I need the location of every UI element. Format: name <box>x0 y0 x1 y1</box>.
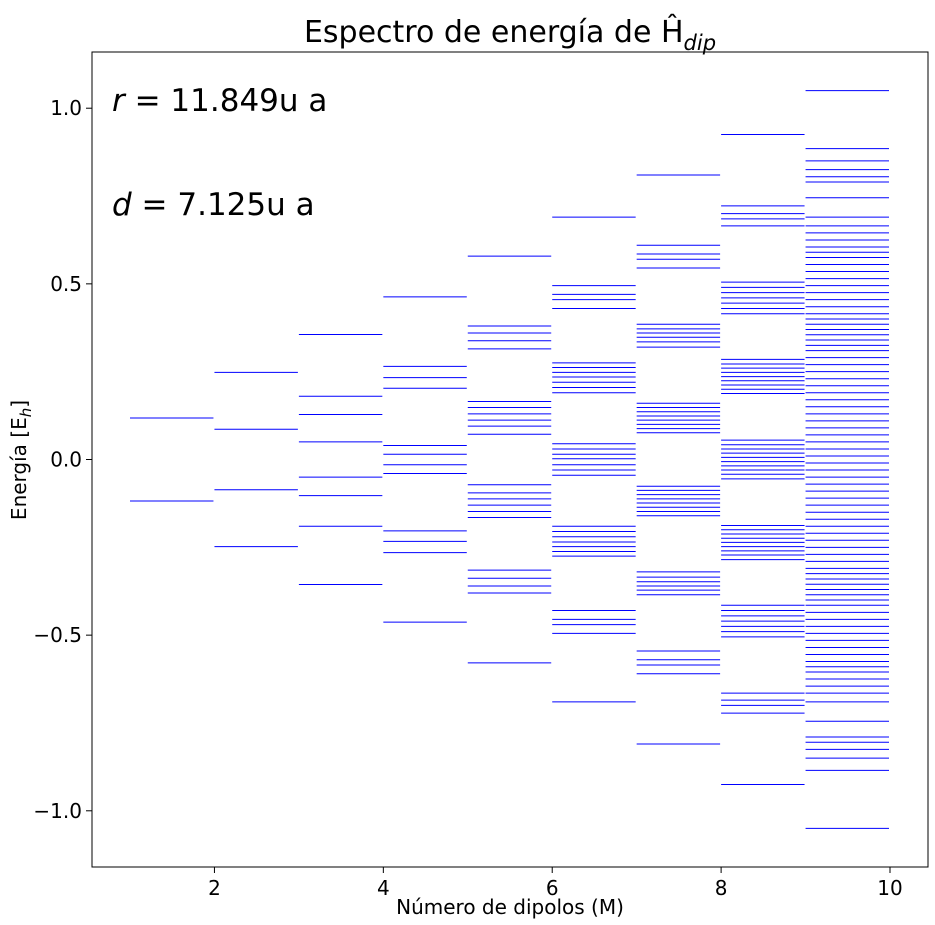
chart-title-text: Espectro de energía de Ĥ <box>304 14 684 50</box>
annotation-d-value: = 7.125u a <box>132 187 315 223</box>
y-axis-label: Energía [Eh] <box>7 400 35 520</box>
x-axis-ticks: 2 4 6 8 10 <box>208 867 903 900</box>
x-axis-label: Número de dipolos (M) <box>396 895 624 919</box>
y-tick-label: −1.0 <box>33 799 82 823</box>
y-tick-label: 0.0 <box>50 448 82 472</box>
plot-area <box>91 51 929 868</box>
energy-levels <box>130 90 889 829</box>
annotation-r-symbol: r <box>112 83 127 119</box>
chart-title-subscript: dip <box>684 31 717 55</box>
x-tick-label: 6 <box>546 876 559 900</box>
chart-title: Espectro de energía de Ĥdip <box>304 14 716 55</box>
annotation-d-symbol: d <box>112 187 132 223</box>
y-axis-ticks: −1.0 −0.5 0.0 0.5 1.0 <box>33 96 92 823</box>
x-tick-label: 8 <box>715 876 728 900</box>
y-axis-label-suffix: ] <box>7 400 31 408</box>
annotation-d: d = 7.125u a <box>112 187 315 223</box>
y-axis-label-text: Energía [E <box>7 417 31 520</box>
x-tick-label: 2 <box>208 876 221 900</box>
x-tick-label: 4 <box>377 876 390 900</box>
y-tick-label: 0.5 <box>50 272 82 296</box>
y-tick-label: 1.0 <box>50 96 82 120</box>
y-axis-label-subscript: h <box>17 408 35 418</box>
annotation-r-value: = 11.849u a <box>125 83 328 119</box>
annotation-r: r = 11.849u a <box>112 83 327 119</box>
y-tick-label: −0.5 <box>33 623 82 647</box>
x-tick-label: 10 <box>877 876 902 900</box>
